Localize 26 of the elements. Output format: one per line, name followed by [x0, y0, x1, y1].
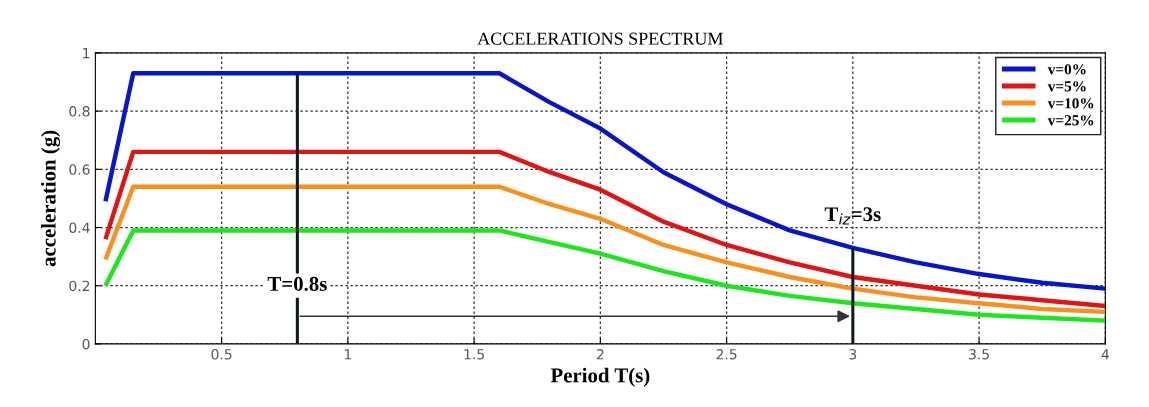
line-series [103, 184, 1106, 315]
y-tick-label: 0.4 [69, 222, 90, 233]
y-tick-label: 0.6 [69, 164, 90, 175]
chart-title: ACCELERATIONS SPECTRUM [477, 32, 723, 45]
x-tick-label: 3.5 [969, 349, 989, 360]
x-axis-title: Period T(s) [550, 367, 650, 387]
x-tick-label: 1 [344, 349, 351, 360]
annotation: T$_{iz}$=3s [824, 207, 881, 225]
annotation: T=0.8s [267, 276, 327, 292]
y-tick-label: 0.2 [69, 280, 90, 292]
y-tick-label: 0.8 [69, 106, 90, 117]
legend-label: v=10% [1047, 98, 1094, 109]
x-tick-label: 2 [596, 349, 604, 360]
x-tick-label: 2.5 [716, 349, 737, 360]
line-series [103, 228, 1106, 323]
y-tick-label: 1 [83, 48, 90, 59]
x-tick-label: 0.5 [211, 349, 232, 360]
line-series [103, 149, 1106, 309]
x-tick-label: 1.5 [464, 349, 484, 360]
y-axis-title: acceleration (g) [41, 130, 61, 267]
y-tick-label: 0 [82, 338, 90, 350]
legend-label: v=0% [1047, 64, 1086, 75]
legend-label: v=5% [1047, 81, 1086, 92]
legend-label: v=25% [1047, 115, 1094, 126]
x-tick-label: 3 [849, 349, 857, 360]
x-tick-label: 4 [1101, 349, 1109, 360]
